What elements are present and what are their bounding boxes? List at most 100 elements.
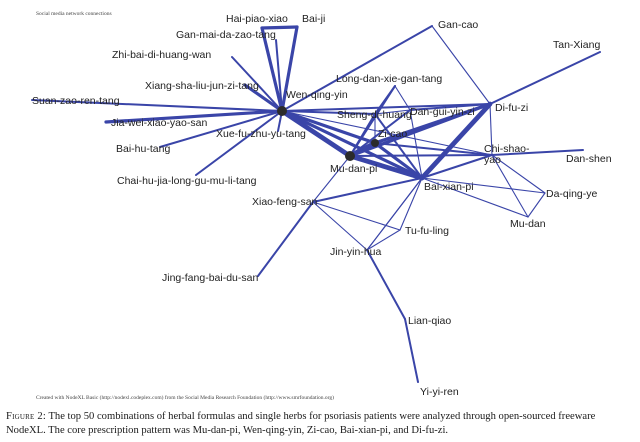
node-label-bai-ji: Bai-ji	[302, 13, 325, 25]
node-label-xiang-sha-liu-jun-zi-tang: Xiang-sha-liu-jun-zi-tang	[145, 80, 259, 92]
node-long-dan-xie-gan-tang: Long-dan-xie-gan-tang	[336, 73, 442, 85]
edge-dan-gui-yin-zi-di-fu-zi	[409, 103, 491, 111]
edge-wen-qing-yin-gan-mai-da-zao-tang	[275, 39, 283, 112]
node-label-sheng-di-huang: Sheng-di-huang	[337, 109, 412, 121]
edge-bai-xian-pi-da-qing-ye	[421, 177, 546, 194]
node-label-bai-xian-pi: Bai-xian-pi	[424, 181, 474, 193]
edge-di-fu-zi-gan-cao	[431, 25, 491, 105]
node-tu-fu-ling: Tu-fu-ling	[405, 225, 449, 237]
node-zi-cao: Zi-cao	[371, 128, 407, 147]
caption-text: The top 50 combinations of herbal formul…	[6, 411, 596, 436]
edge-di-fu-zi-tan-xiang	[489, 51, 601, 105]
edge-wen-qing-yin-bai-hu-tang	[159, 110, 283, 148]
node-label-wen-qing-yin: Wen-qing-yin	[286, 89, 348, 101]
node-sheng-di-huang: Sheng-di-huang	[337, 109, 412, 121]
edge-wen-qing-yin-hai-piao-xiao	[260, 26, 284, 113]
node-label-hai-piao-xiao: Hai-piao-xiao	[226, 13, 288, 25]
node-da-qing-ye: Da-qing-ye	[546, 188, 598, 200]
edge-hai-piao-xiao-bai-ji	[260, 25, 299, 30]
node-gan-cao: Gan-cao	[438, 19, 478, 31]
node-lian-qiao: Lian-qiao	[408, 315, 451, 327]
node-chi-shao-yao: Chi-shao-yao	[484, 143, 530, 166]
node-label-zhi-bai-di-huang-wan: Zhi-bai-di-huang-wan	[112, 49, 211, 61]
hub-dot-zi-cao	[371, 139, 379, 147]
node-label-yi-yi-ren: Yi-yi-ren	[420, 386, 459, 398]
edge-bai-xian-pi-xiao-feng-san	[312, 177, 423, 203]
node-gan-mai-da-zao-tang: Gan-mai-da-zao-tang	[176, 29, 276, 41]
node-label-suan-zao-ren-tang: Suan-zao-ren-tang	[32, 95, 120, 107]
node-zhi-bai-di-huang-wan: Zhi-bai-di-huang-wan	[112, 49, 211, 61]
edge-di-fu-zi-chi-shao-yao	[489, 103, 493, 156]
edge-zi-cao-di-fu-zi	[373, 102, 492, 145]
edge-zi-cao-chi-shao-yao	[374, 142, 493, 156]
node-label-jia-wei-xiao-yao-san: Jia-wei-xiao-yao-san	[111, 117, 207, 129]
edge-bai-xian-pi-tu-fu-ling	[399, 177, 423, 231]
node-dan-shen: Dan-shen	[566, 153, 612, 165]
edge-mu-dan-pi-xiao-feng-san	[312, 155, 351, 203]
node-jin-yin-hua: Jin-yin-hua	[330, 246, 382, 258]
footer-note: Created with NodeXL Basic (http://nodexl…	[36, 394, 334, 401]
node-label-mu-dan-pi: Mu-dan-pi	[330, 163, 377, 175]
node-label-chai-hu-jia-long-gu-mu-li-tang: Chai-hu-jia-long-gu-mu-li-tang	[117, 175, 257, 187]
node-xiao-feng-san: Xiao-feng-san	[252, 196, 318, 208]
node-bai-xian-pi: Bai-xian-pi	[424, 181, 474, 193]
node-suan-zao-ren-tang: Suan-zao-ren-tang	[32, 95, 120, 107]
edge-wen-qing-yin-di-fu-zi	[281, 103, 491, 112]
node-label-tan-xiang: Tan-Xiang	[553, 39, 600, 51]
node-tan-xiang: Tan-Xiang	[553, 39, 600, 51]
edge-wen-qing-yin-gan-cao	[281, 25, 433, 112]
edge-jin-yin-hua-lian-qiao	[366, 249, 406, 320]
node-label-jin-yin-hua: Jin-yin-hua	[330, 246, 382, 258]
edge-bai-xian-pi-di-fu-zi	[419, 101, 493, 181]
edge-da-qing-ye-mu-dan	[527, 192, 546, 218]
node-di-fu-zi: Di-fu-zi	[495, 102, 528, 114]
node-label-xiao-feng-san: Xiao-feng-san	[252, 196, 318, 208]
node-label-di-fu-zi: Di-fu-zi	[495, 102, 528, 114]
figure-caption: Figure 2: The top 50 combinations of her…	[6, 410, 634, 438]
edge-bai-xian-pi-chi-shao-yao	[421, 154, 493, 179]
node-chai-hu-jia-long-gu-mu-li-tang: Chai-hu-jia-long-gu-mu-li-tang	[117, 175, 257, 187]
edge-chi-shao-yao-mu-dan	[491, 154, 529, 218]
edge-wen-qing-yin-bai-xian-pi	[280, 109, 424, 180]
edge-mu-dan-pi-chi-shao-yao	[349, 154, 493, 157]
caption-label: Figure 2:	[6, 411, 46, 422]
node-label-gan-cao: Gan-cao	[438, 19, 478, 31]
edge-xiao-feng-san-jing-fang-bai-du-san	[257, 201, 314, 277]
herb-network-graph: Social media network connections Hai-pia…	[31, 11, 612, 401]
edge-long-dan-xie-gan-tang-sheng-di-huang	[374, 85, 396, 115]
node-bai-hu-tang: Bai-hu-tang	[116, 143, 170, 155]
header-note: Social media network connections	[36, 11, 112, 17]
edge-wen-qing-yin-chi-shao-yao	[281, 110, 493, 156]
edge-jin-yin-hua-bai-xian-pi	[366, 177, 423, 251]
hub-dot-wen-qing-yin	[277, 106, 287, 116]
node-label-bai-hu-tang: Bai-hu-tang	[116, 143, 170, 155]
edge-bai-xian-pi-mu-dan	[421, 177, 529, 218]
node-label-da-qing-ye: Da-qing-ye	[546, 188, 598, 200]
node-label-mu-dan: Mu-dan	[510, 218, 546, 230]
node-mu-dan: Mu-dan	[510, 218, 546, 230]
node-dan-gui-yin-zi: Dan-gui-yin-zi	[410, 106, 475, 118]
edge-wen-qing-yin-jia-wei-xiao-yao-san	[104, 109, 284, 124]
node-wen-qing-yin: Wen-qing-yin	[277, 89, 348, 116]
nodes-layer: Hai-piao-xiao Bai-ji Gan-mai-da-zao-tang Ga…	[32, 13, 612, 398]
node-label-chi-shao-yao: Chi-shao-yao	[484, 143, 530, 166]
node-label-tu-fu-ling: Tu-fu-ling	[405, 225, 449, 237]
edge-wen-qing-yin-zhi-bai-di-huang-wan	[231, 56, 283, 112]
node-hai-piao-xiao: Hai-piao-xiao	[226, 13, 288, 25]
node-jia-wei-xiao-yao-san: Jia-wei-xiao-yao-san	[111, 117, 207, 129]
edge-wen-qing-yin-zi-cao	[280, 109, 377, 145]
edge-mu-dan-pi-dan-gui-yin-zi	[349, 109, 411, 157]
edge-mu-dan-pi-bai-xian-pi	[347, 153, 425, 181]
edge-lian-qiao-yi-yi-ren	[404, 318, 419, 383]
edge-chi-shao-yao-da-qing-ye	[491, 154, 546, 194]
edge-wen-qing-yin-xiang-sha-liu-jun-zi-tang	[243, 83, 284, 113]
edge-chi-shao-yao-dan-shen	[491, 149, 584, 156]
edge-wen-qing-yin-suan-zao-ren-tang	[31, 99, 283, 112]
edge-wen-qing-yin-mu-dan-pi	[279, 108, 353, 159]
node-mu-dan-pi: Mu-dan-pi	[330, 151, 377, 175]
node-xiang-sha-liu-jun-zi-tang: Xiang-sha-liu-jun-zi-tang	[145, 80, 259, 92]
node-label-zi-cao: Zi-cao	[378, 128, 407, 140]
hub-dot-mu-dan-pi	[345, 151, 355, 161]
node-label-jing-fang-bai-du-san: Jing-fang-bai-du-san	[162, 272, 258, 284]
